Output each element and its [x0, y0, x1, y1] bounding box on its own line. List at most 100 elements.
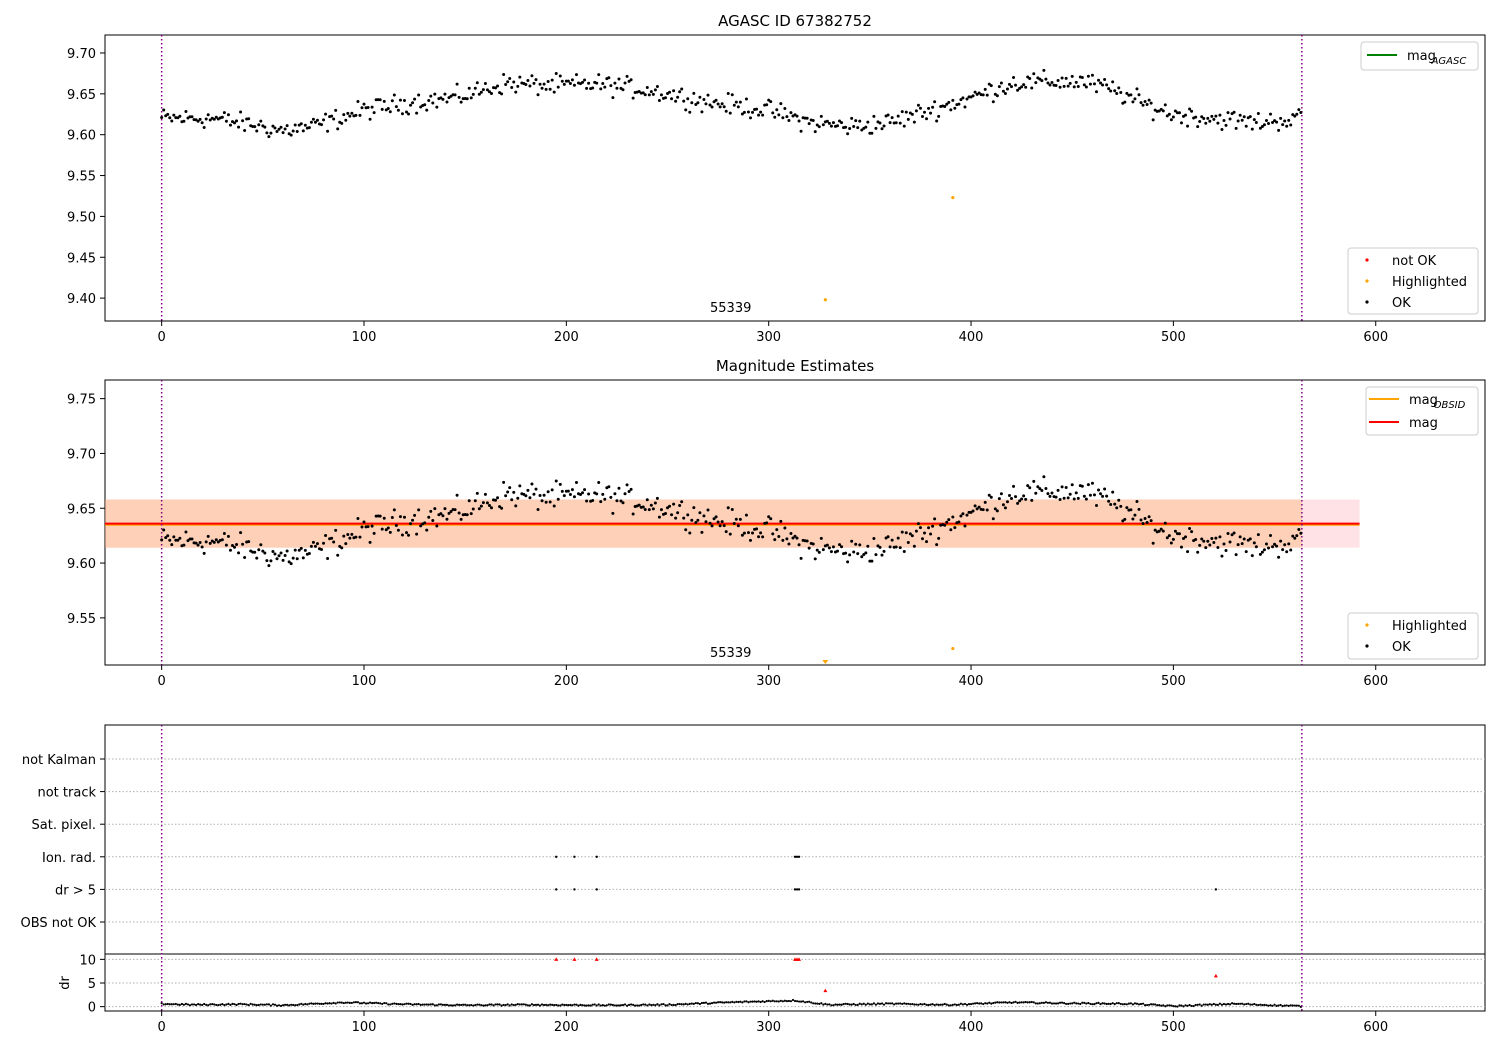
- agasc-ok-point-305: [777, 113, 781, 117]
- agasc-ok-point-469: [1109, 89, 1113, 93]
- agasc-ok-point-268: [702, 98, 706, 102]
- mag-xtick-label-0: 0: [158, 674, 166, 689]
- mag-ok-point-429: [1028, 486, 1032, 490]
- mag-ok-point-292: [751, 531, 755, 535]
- mag-ok-point-161: [485, 501, 489, 505]
- dr-point-129: [421, 1003, 424, 1006]
- flags-point-4-3: [793, 888, 797, 891]
- mag-ok-point-213: [591, 498, 595, 502]
- dr-point-215: [595, 1004, 598, 1007]
- dr-point-483: [1137, 1003, 1141, 1006]
- dr-point-33: [227, 1002, 230, 1005]
- dr-point-254: [674, 1004, 677, 1007]
- mag-ok-point-123: [409, 522, 413, 526]
- agasc-ok-point-351: [870, 131, 874, 135]
- dr-point-272: [710, 1002, 714, 1005]
- dr-point-548: [1269, 1004, 1272, 1007]
- dr-point-40: [241, 1003, 244, 1006]
- dr-point-18: [196, 1002, 200, 1006]
- agasc-ok-point-429: [1028, 77, 1032, 81]
- dr-point-27: [215, 1003, 218, 1007]
- dr-point-185: [534, 1003, 538, 1006]
- agasc-ok-point-87: [336, 127, 340, 131]
- mag-ok-point-15: [190, 537, 194, 541]
- mag-ok-point-342: [852, 550, 856, 554]
- agasc-ok-point-270: [706, 93, 710, 97]
- mag-ok-point-290: [746, 531, 750, 535]
- dr-point-7: [174, 1002, 177, 1006]
- agasc-ok-point-340: [848, 127, 852, 131]
- dr-point-312: [791, 998, 795, 1002]
- mag-ok-point-61: [283, 553, 287, 557]
- mag-ok-point-158: [479, 504, 483, 508]
- agasc-ok-point-170: [504, 82, 508, 86]
- agasc-ok-point-530: [1232, 110, 1236, 114]
- agasc-ok-point-383: [935, 119, 939, 123]
- dr-point-318: [804, 1001, 807, 1004]
- agasc-ok-point-266: [698, 95, 702, 99]
- agasc-ok-point-552: [1277, 128, 1281, 132]
- mag-ok-point-302: [771, 532, 775, 536]
- agasc-ok-point-205: [574, 73, 578, 77]
- mag-ok-point-558: [1289, 548, 1293, 552]
- dr-point-17: [194, 1003, 198, 1007]
- dr-point-507: [1186, 1004, 1189, 1007]
- mag-ok-point-529: [1230, 533, 1234, 537]
- agasc-ok-point-40: [241, 119, 245, 123]
- mag-ok-point-439: [1048, 494, 1052, 498]
- dr-point-99: [360, 1002, 364, 1005]
- dr-point-93: [348, 1001, 351, 1004]
- agasc-ok-point-127: [417, 93, 421, 97]
- mag-ok-point-269: [704, 520, 708, 524]
- flags-point-4-0: [555, 888, 558, 891]
- mag-ok-point-114: [390, 516, 394, 520]
- mag-ok-point-30: [220, 538, 224, 542]
- dr-axis-label: dr: [58, 976, 73, 990]
- mag-ok-point-470: [1111, 490, 1115, 494]
- mag-ok-point-160: [483, 492, 487, 496]
- dr-point-339: [846, 1002, 849, 1006]
- agasc-ok-point-311: [789, 111, 793, 115]
- dr-point-480: [1131, 1003, 1135, 1006]
- agasc-ok-point-271: [708, 103, 712, 107]
- agasc-ok-point-269: [704, 102, 708, 106]
- agasc-ok-point-388: [945, 102, 949, 106]
- agasc-ok-point-109: [380, 107, 384, 111]
- agasc-ok-point-555: [1283, 119, 1287, 123]
- mag-ok-point-165: [494, 498, 498, 502]
- agasc-ok-point-432: [1034, 81, 1038, 85]
- agasc-ok-point-113: [388, 110, 392, 114]
- dr-point-68: [298, 1003, 301, 1006]
- agasc-ok-point-372: [912, 120, 916, 124]
- agasc-ok-point-366: [900, 110, 904, 114]
- agasc-ok-point-483: [1137, 93, 1141, 97]
- dr-point-152: [468, 1004, 471, 1007]
- agasc-ok-point-276: [718, 105, 722, 109]
- agasc-ok-point-512: [1196, 125, 1200, 129]
- dr-point-8: [176, 1003, 179, 1006]
- agasc-ok-point-221: [607, 76, 611, 80]
- agasc-ok-point-240: [645, 86, 649, 90]
- mag-ok-point-279: [724, 530, 728, 534]
- dr-point-96: [354, 1001, 358, 1004]
- agasc-ok-point-26: [212, 117, 216, 121]
- agasc-ok-point-449: [1068, 81, 1072, 85]
- dr-point-37: [235, 1003, 238, 1007]
- dr-point-260: [686, 1003, 689, 1006]
- agasc-ok-point-166: [496, 84, 500, 88]
- dr-point-389: [947, 1004, 950, 1007]
- dr-point-288: [743, 1000, 746, 1003]
- mag-ok-point-197: [558, 482, 562, 486]
- mag-ok-point-348: [864, 551, 868, 555]
- dr-point-207: [579, 1003, 582, 1006]
- dr-point-358: [884, 1002, 888, 1005]
- agasc-ok-point-425: [1020, 85, 1024, 89]
- mag-ok-point-491: [1153, 528, 1157, 532]
- mag-ok-point-382: [933, 517, 937, 521]
- agasc-ok-point-516: [1204, 121, 1208, 125]
- agasc-ok-point-165: [494, 86, 498, 90]
- dr-point-200: [565, 1003, 568, 1007]
- agasc-ok-point-360: [888, 121, 892, 125]
- dr-point-302: [771, 999, 774, 1002]
- agasc-ok-point-380: [929, 111, 933, 115]
